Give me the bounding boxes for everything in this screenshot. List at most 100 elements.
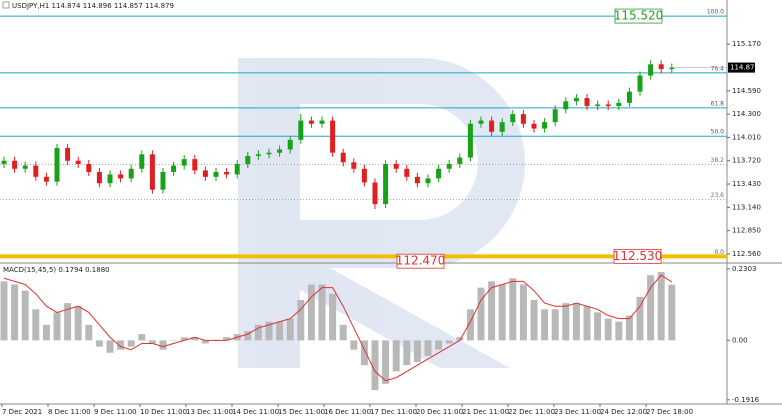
candle-body xyxy=(308,120,314,124)
candle-body xyxy=(1,160,7,164)
candle-body xyxy=(573,98,579,102)
time-label: 24 Dec 12:00 xyxy=(600,408,647,416)
macd-bar xyxy=(604,318,612,341)
macd-bar xyxy=(138,334,146,341)
macd-bar xyxy=(191,337,199,341)
price-box xyxy=(613,248,662,264)
y-tick-label: 113.430 xyxy=(732,180,761,188)
candle-body xyxy=(245,155,251,164)
candle-body xyxy=(171,165,177,172)
candle-body xyxy=(584,98,590,107)
candle-body xyxy=(563,101,569,110)
candle-body xyxy=(626,91,632,103)
macd-bar xyxy=(42,324,50,341)
candle-body xyxy=(65,147,71,161)
candle-body xyxy=(425,178,431,184)
candle-body xyxy=(86,163,92,172)
macd-bar xyxy=(350,340,358,350)
macd-bar xyxy=(265,321,273,341)
candle-body xyxy=(128,168,134,179)
macd-bar xyxy=(85,324,93,341)
macd-bar xyxy=(11,284,19,341)
candle-body xyxy=(181,159,187,166)
candle-body xyxy=(160,171,166,190)
time-label: 7 Dec 2021 xyxy=(2,408,42,416)
macd-title: MACD(15,45,5) 0.1794 0.1880 xyxy=(3,266,110,274)
macd-bar xyxy=(339,324,347,341)
price-box xyxy=(396,253,445,269)
macd-bar xyxy=(668,284,676,341)
macd-bar xyxy=(541,309,549,341)
macd-bar xyxy=(254,324,262,341)
macd-bar xyxy=(159,340,167,350)
macd-bar xyxy=(127,340,135,347)
macd-bar xyxy=(657,272,665,341)
y-tick-label: 112.560 xyxy=(732,250,761,258)
time-label: 13 Dec 11:00 xyxy=(186,408,233,416)
macd-bar xyxy=(117,340,125,350)
candle-body xyxy=(213,171,219,177)
macd-bar xyxy=(477,287,485,341)
macd-bar xyxy=(170,340,178,341)
macd-bar xyxy=(64,303,72,341)
candle-body xyxy=(542,122,548,129)
candle-body xyxy=(658,64,664,70)
candle-body xyxy=(446,163,452,169)
signal-line xyxy=(3,274,673,382)
y-tick-label: 0.00 xyxy=(732,336,748,344)
macd-bar xyxy=(244,331,252,341)
candle-body xyxy=(489,120,495,132)
candle-body xyxy=(43,176,49,182)
candle-body xyxy=(75,160,81,164)
macd-bar xyxy=(625,315,633,341)
candle-body xyxy=(107,174,113,184)
macd-bar xyxy=(572,303,580,341)
candle-body xyxy=(192,159,198,171)
y-tick-label: 113.720 xyxy=(732,157,761,165)
price-box-label: 112.470 xyxy=(396,254,446,268)
fib-label: 100.0 xyxy=(707,9,724,16)
macd-bar xyxy=(0,281,8,341)
fib-label: 50.0 xyxy=(711,129,725,136)
candle-body xyxy=(266,152,272,155)
macd-bar xyxy=(562,303,570,341)
time-label: 8 Dec 11:00 xyxy=(48,408,91,416)
y-tick-label: 112.850 xyxy=(732,227,761,235)
macd-bar xyxy=(509,278,517,341)
macd-bar xyxy=(329,293,337,341)
macd-bar xyxy=(74,306,82,341)
candle-body xyxy=(605,104,611,107)
macd-bar xyxy=(403,340,411,366)
candle-body xyxy=(22,165,28,169)
candle-body xyxy=(616,102,622,107)
macd-bar xyxy=(106,340,114,353)
time-label: 20 Dec 11:00 xyxy=(416,408,463,416)
price-box-label: 112.530 xyxy=(613,249,663,263)
y-tick-label: 115.170 xyxy=(732,40,761,48)
y-tick-label: 114.010 xyxy=(732,133,761,141)
macd-bar xyxy=(392,340,400,372)
candle-body xyxy=(149,154,155,190)
current-price-label: 114.879 xyxy=(730,64,759,72)
fib-label: 61.8 xyxy=(711,100,725,107)
candle-body xyxy=(393,163,399,169)
fib-label: 38.2 xyxy=(711,157,725,164)
time-label: 16 Dec 11:00 xyxy=(324,408,371,416)
y-tick-label: 0.2303 xyxy=(732,265,757,273)
macd-bar xyxy=(223,337,231,341)
candle-body xyxy=(372,182,378,205)
macd-bar xyxy=(32,309,40,341)
candle-body xyxy=(202,170,208,177)
price-panel: 100.0 76.4 61.8 50.0 38.2 23.6 0.0 115.520 112.4… xyxy=(0,9,730,269)
candle-body xyxy=(478,120,484,124)
candle-body xyxy=(33,165,39,177)
candle-body xyxy=(298,120,304,140)
macd-bar xyxy=(466,309,474,341)
candle-body xyxy=(96,171,102,184)
macd-bar xyxy=(530,300,538,341)
time-label: 27 Dec 18:00 xyxy=(646,408,693,416)
macd-bar xyxy=(615,321,623,341)
macd-bar xyxy=(424,340,432,356)
candle-body xyxy=(118,174,124,179)
